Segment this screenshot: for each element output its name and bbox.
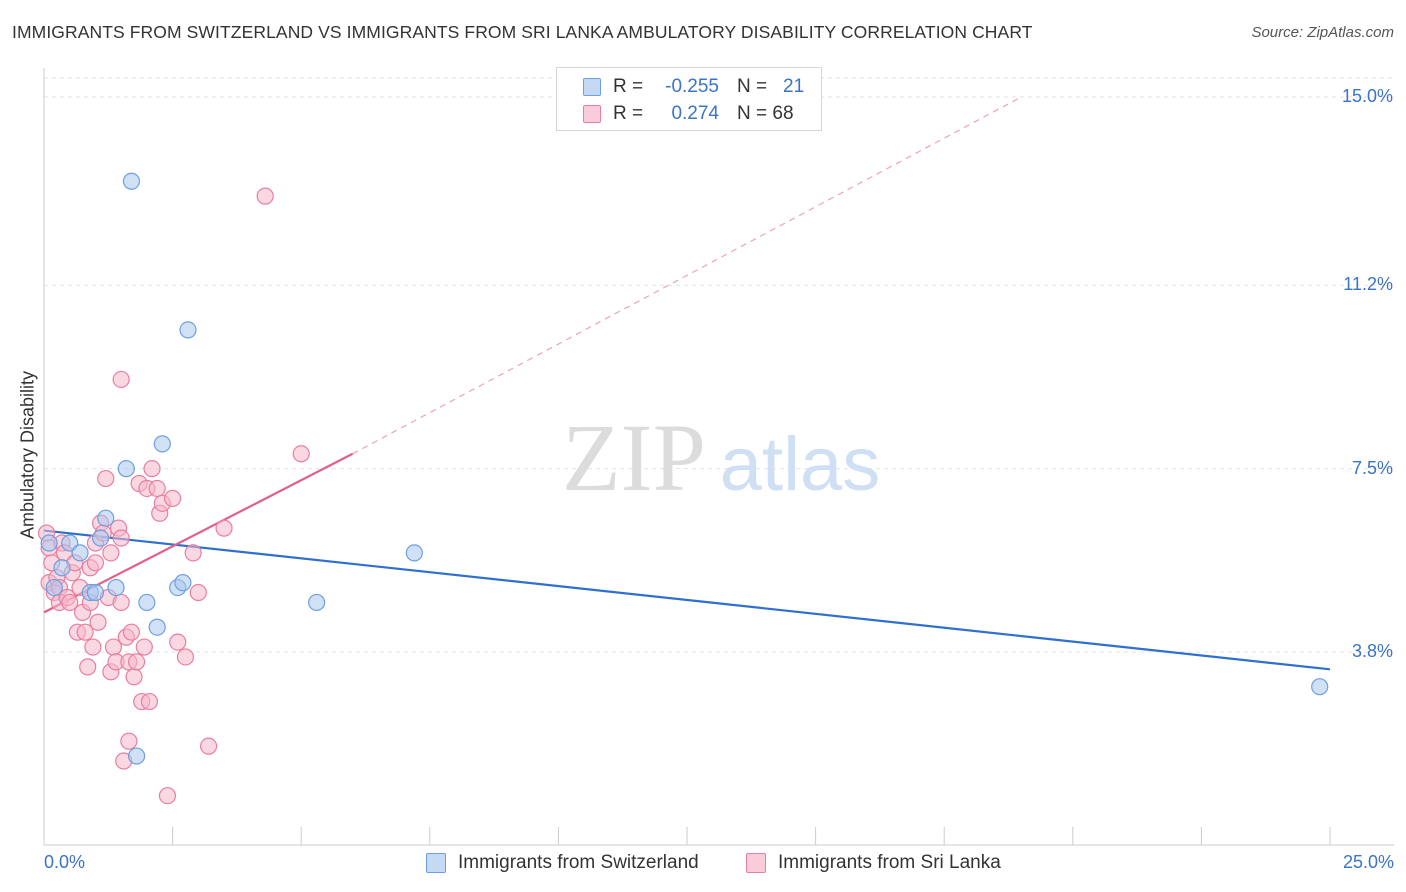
legend-n-value: 21 [783,76,805,97]
legend-r-value: -0.255 [665,76,719,97]
y-tick-label: 7.5% [1351,457,1393,478]
data-point-srilanka [102,544,120,562]
data-point-switzerland [107,578,125,597]
data-point-srilanka [122,623,141,641]
data-point-switzerland [148,618,166,636]
data-point-srilanka [127,653,146,671]
correlation-legend: R = -0.255 N = 21 R = 0.274 N = 68 [556,67,822,131]
data-point-switzerland [122,172,141,190]
data-point-switzerland [53,559,71,577]
bottom-legend-swatch-switzerland [426,853,446,873]
data-point-srilanka [176,648,195,666]
source-label: Source: ZipAtlas.com [1251,24,1394,41]
legend-r-label: R = [613,103,644,124]
legend-r-label: R = [613,76,644,97]
bottom-legend-switzerland: Immigrants from Switzerland [426,852,699,874]
data-point-srilanka [79,658,97,676]
data-point-switzerland [405,544,423,562]
data-point-switzerland [97,509,115,527]
data-point-switzerland [127,747,146,765]
data-point-srilanka [292,445,310,463]
bottom-legend-label-srilanka: Immigrants from Sri Lanka [778,852,1001,873]
data-point-switzerland [91,529,110,547]
data-point-srilanka [184,544,202,562]
data-point-srilanka [256,187,274,205]
data-point-srilanka [112,529,130,547]
watermark-zip: ZIP [562,404,706,511]
data-point-switzerland [61,534,79,552]
data-point-srilanka [135,638,153,656]
data-point-switzerland [308,593,326,612]
bottom-legend-swatch-srilanka [746,853,766,873]
data-point-srilanka [215,519,233,537]
legend-n-label: N = 68 [737,103,794,124]
data-point-srilanka [158,787,177,805]
data-point-switzerland [71,544,89,562]
data-point-srilanka [89,613,107,631]
data-point-srilanka [164,489,182,507]
data-point-switzerland [86,583,105,602]
x-tick-label-min: 0.0% [44,852,86,872]
gridlines [44,77,1394,653]
data-point-switzerland [40,534,58,552]
legend-n-label: N = [737,76,768,97]
data-point-srilanka [140,692,159,711]
data-point-srilanka [148,479,166,498]
y-tick-label: 11.2% [1343,274,1393,295]
data-point-srilanka [120,732,138,750]
data-point-switzerland [138,593,156,612]
trendlines [43,96,1331,671]
trendline-switzerland [43,529,1331,671]
data-point-srilanka [169,633,187,651]
trendline-extension-srilanka [352,96,1022,455]
data-point-srilanka [112,370,130,389]
bottom-legend-label-switzerland: Immigrants from Switzerland [458,852,699,873]
data-point-switzerland [174,574,192,592]
chart-title: IMMIGRANTS FROM SWITZERLAND VS IMMIGRANT… [12,22,1033,42]
legend-r-value: 0.274 [671,103,719,124]
legend-swatch-srilanka [583,105,601,123]
data-point-srilanka [86,554,105,572]
bottom-legend-srilanka: Immigrants from Sri Lanka [746,852,1001,874]
data-point-srilanka [189,583,207,602]
data-points [37,172,1329,805]
data-point-switzerland [45,578,63,597]
axes [43,68,1394,846]
data-point-srilanka [112,593,130,612]
data-point-srilanka [200,737,218,755]
data-point-switzerland [179,321,197,339]
x-tick-label-max: 25.0% [1342,852,1394,872]
data-point-switzerland [153,435,171,453]
data-point-srilanka [61,593,79,612]
data-point-srilanka [125,668,143,686]
legend-row-switzerland: R = -0.255 N = 21 [583,75,804,99]
data-point-srilanka [84,638,102,656]
data-point-switzerland [117,460,135,478]
y-tick-label: 3.8% [1351,641,1393,661]
legend-swatch-switzerland [583,78,601,96]
data-point-switzerland [1311,678,1329,696]
y-axis-title: Ambulatory Disability [17,370,38,540]
data-point-srilanka [143,460,161,478]
y-tick-label: 15.0% [1341,86,1393,106]
watermark-atlas: atlas [720,422,881,507]
data-point-srilanka [97,469,115,488]
watermark: ZIP atlas [562,404,880,511]
data-point-srilanka [76,623,94,641]
legend-row-srilanka: R = 0.274 N = 68 [583,102,794,126]
